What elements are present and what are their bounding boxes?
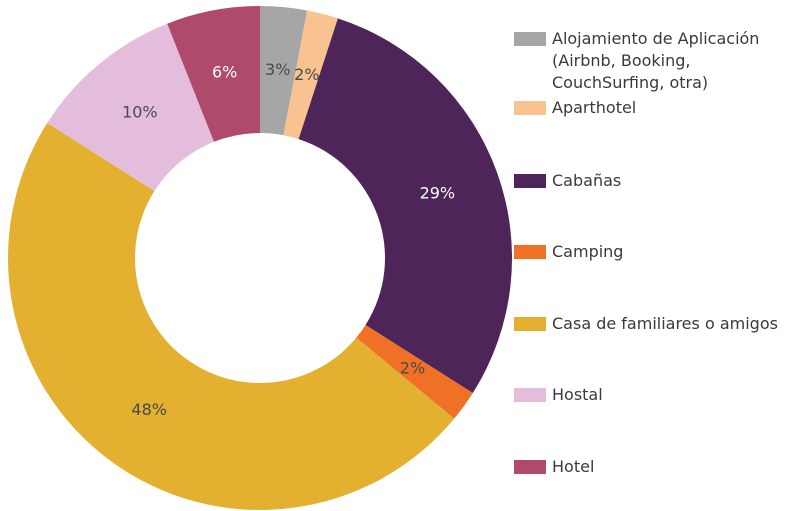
legend-label: Hostal (552, 385, 603, 404)
slice (7, 122, 455, 511)
slice (298, 18, 513, 394)
legend-item: Camping (514, 241, 786, 263)
legend-swatch (514, 245, 546, 259)
legend-label: Aparthotel (552, 98, 637, 117)
legend-item: Cabañas (514, 170, 786, 192)
data-label: 6% (212, 62, 237, 81)
data-label: 29% (420, 184, 456, 203)
legend-swatch (514, 101, 546, 115)
slice (167, 6, 260, 142)
legend-item: Hostal (514, 384, 786, 406)
legend-swatch (514, 174, 546, 188)
slice (356, 324, 473, 419)
data-label: 2% (400, 358, 425, 377)
legend-label: Cabañas (552, 171, 622, 190)
legend-label: Alojamiento de Aplicación (Airbnb, Booki… (552, 29, 760, 92)
data-label: 3% (265, 60, 290, 79)
legend-item: Aparthotel (514, 97, 786, 119)
legend-label: Casa de familiares o amigos (552, 314, 778, 333)
slice (47, 23, 214, 192)
data-label: 2% (294, 65, 319, 84)
legend-swatch (514, 32, 546, 46)
slice (260, 6, 308, 136)
legend-item: Hotel (514, 456, 786, 478)
legend-label: Hotel (552, 457, 595, 476)
legend-item: Casa de familiares o amigos (514, 313, 786, 335)
legend-swatch (514, 317, 546, 331)
legend-label: Camping (552, 242, 624, 261)
data-label: 10% (122, 102, 158, 121)
slice (283, 10, 338, 140)
legend-item: Alojamiento de Aplicación (Airbnb, Booki… (514, 28, 786, 94)
legend-swatch (514, 460, 546, 474)
data-label: 48% (131, 400, 167, 419)
legend-swatch (514, 388, 546, 402)
